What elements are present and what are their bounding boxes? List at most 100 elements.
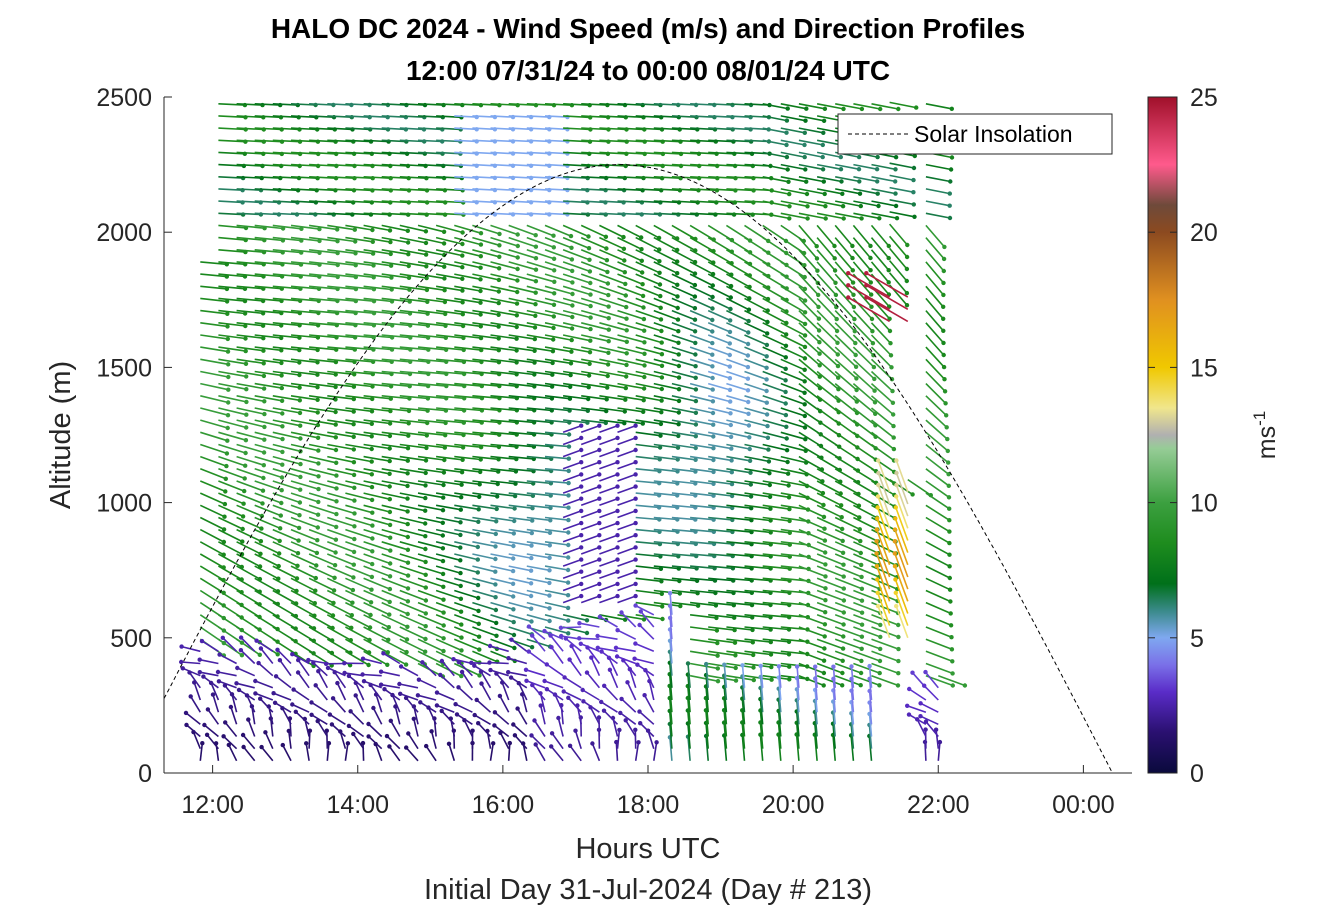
wind-arrow-shaft — [327, 516, 355, 528]
wind-arrow-head — [823, 586, 828, 591]
wind-arrow-shaft — [272, 504, 300, 516]
wind-arrow-shaft — [780, 382, 805, 394]
wind-arrow-shaft — [363, 516, 391, 526]
wind-arrow-head — [693, 340, 698, 346]
wind-arrow-shaft — [744, 614, 771, 619]
wind-arrow-head — [640, 282, 645, 287]
wind-arrow-shaft — [272, 419, 301, 427]
wind-arrow-shaft — [744, 395, 768, 404]
wind-arrow-shaft — [201, 640, 219, 652]
wind-arrow-head — [280, 462, 285, 467]
wind-arrow-shaft — [617, 534, 636, 543]
wind-arrow-head — [615, 496, 620, 501]
wind-arrow-head — [423, 470, 428, 476]
wind-arrow-shaft — [853, 601, 881, 614]
wind-arrow-head — [750, 640, 755, 645]
wind-arrow-shaft — [635, 601, 663, 608]
wind-arrow-head — [242, 476, 247, 481]
wind-arrow-head — [442, 457, 447, 463]
wind-arrow-shaft — [671, 553, 697, 557]
wind-arrow-head — [740, 663, 745, 668]
wind-arrow-head — [476, 519, 481, 524]
wind-arrow-shaft — [490, 358, 517, 364]
wind-arrow-shaft — [254, 443, 283, 453]
wind-arrow-shaft — [254, 139, 283, 143]
wind-arrow-shaft — [508, 322, 536, 329]
wind-arrow-head — [587, 361, 592, 366]
wind-arrow-head — [729, 446, 734, 451]
wind-arrow-shaft — [544, 504, 569, 509]
wind-arrow-shaft — [508, 395, 535, 400]
wind-arrow-shaft — [581, 176, 607, 179]
wind-arrow-shaft — [741, 722, 746, 749]
wind-arrow-shaft — [472, 382, 500, 387]
wind-arrow-head — [864, 271, 869, 276]
wind-arrow-head — [599, 649, 604, 654]
wind-arrow-shaft — [580, 546, 600, 555]
wind-arrow-head — [840, 204, 846, 209]
wind-arrow-shaft — [816, 346, 839, 367]
wind-arrow-shaft — [798, 163, 824, 171]
wind-arrow-shaft — [272, 395, 300, 402]
wind-arrow-shaft — [399, 468, 426, 474]
wind-arrow-head — [614, 654, 620, 659]
wind-arrow-shaft — [762, 358, 787, 370]
wind-arrow-shaft — [762, 431, 787, 440]
y-tick-label: 2000 — [96, 219, 152, 247]
wind-arrow-shaft — [895, 507, 909, 541]
x-tick-label: 18:00 — [617, 791, 680, 819]
wind-arrow-shaft — [435, 261, 463, 268]
wind-arrow-shaft — [562, 595, 582, 604]
wind-arrow-shaft — [272, 370, 300, 376]
wind-arrow-shaft — [562, 249, 590, 261]
wind-arrow-shaft — [472, 139, 495, 143]
wind-arrow-shaft — [689, 395, 714, 403]
wind-arrow-head — [693, 375, 698, 380]
wind-arrow-shaft — [871, 601, 899, 614]
wind-arrow-head — [802, 333, 808, 338]
wind-arrow-head — [639, 235, 644, 240]
wind-arrow-head — [941, 280, 946, 286]
wind-arrow-shaft — [472, 492, 498, 498]
wind-arrow-shaft — [689, 419, 714, 426]
wind-arrow-shaft — [832, 666, 836, 688]
wind-arrow-shaft — [617, 370, 645, 378]
wind-arrow-shaft — [363, 322, 393, 327]
wind-arrow-shaft — [690, 480, 714, 485]
wind-arrow-shaft — [653, 468, 678, 473]
wind-arrow-head — [538, 703, 543, 708]
wind-arrow-head — [597, 581, 602, 587]
wind-arrow-shaft — [363, 614, 390, 628]
wind-arrow-shaft — [454, 382, 482, 387]
wind-arrow-shaft — [671, 285, 696, 298]
wind-arrow-shaft — [599, 334, 627, 343]
wind-arrow-shaft — [671, 589, 698, 594]
wind-arrow-shaft — [200, 431, 228, 442]
wind-arrow-shaft — [744, 297, 769, 312]
wind-arrow-shaft — [309, 285, 338, 290]
wind-arrow-shaft — [309, 127, 335, 131]
wind-arrow-shaft — [309, 103, 334, 106]
wind-arrow-head — [529, 543, 534, 548]
wind-arrow-head — [787, 677, 792, 682]
wind-arrow-shaft — [853, 528, 879, 543]
wind-arrow-shaft — [599, 285, 627, 297]
wind-arrow-shaft — [635, 297, 661, 309]
wind-arrow-shaft — [621, 698, 637, 713]
wind-arrow-shaft — [617, 358, 645, 367]
wind-arrow-head — [642, 374, 647, 380]
wind-arrow-head — [911, 190, 916, 195]
wind-arrow-shaft — [417, 261, 445, 268]
wind-arrow-head — [606, 292, 611, 298]
wind-arrow-shaft — [798, 638, 825, 650]
wind-arrow-head — [889, 365, 894, 370]
wind-arrow-head — [891, 435, 896, 440]
wind-arrow-shaft — [490, 176, 514, 179]
wind-arrow-shaft — [544, 115, 568, 118]
wind-arrow-shaft — [508, 492, 533, 497]
wind-arrow-shaft — [472, 346, 499, 351]
wind-arrow-head — [604, 408, 609, 414]
wind-arrow-head — [586, 396, 591, 402]
wind-arrow-shaft — [490, 188, 514, 191]
wind-arrow-shaft — [526, 358, 553, 364]
